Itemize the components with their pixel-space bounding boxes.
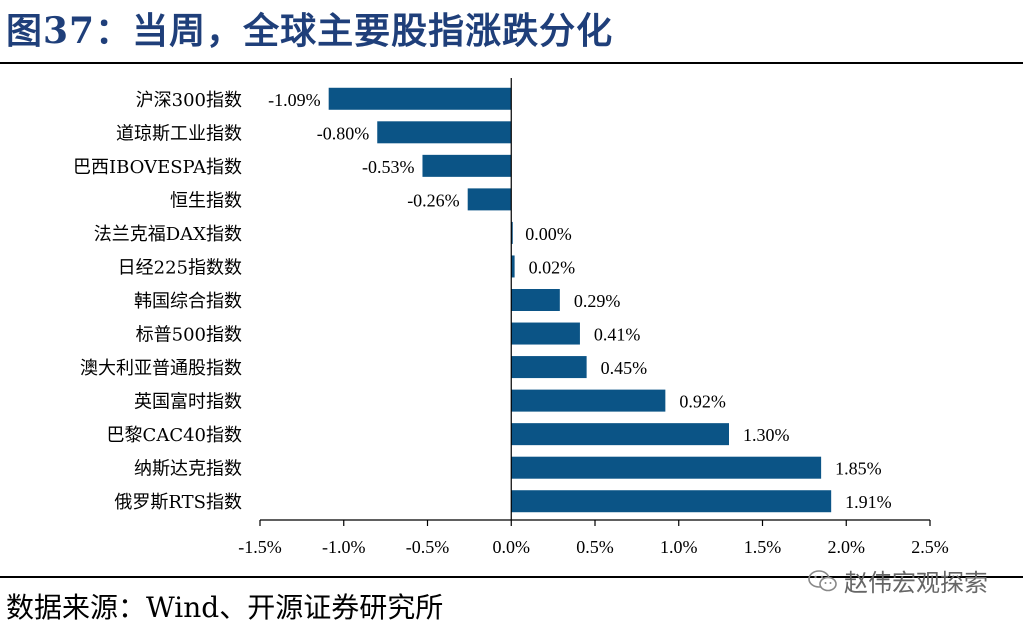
- bar: [328, 87, 512, 110]
- data-label: -0.53%: [362, 157, 415, 177]
- data-label: -0.80%: [317, 123, 370, 143]
- data-label: 0.45%: [601, 358, 648, 378]
- category-label: 法兰克福DAX指数: [94, 224, 242, 245]
- x-tick-label: -1.5%: [238, 537, 282, 557]
- bar: [511, 289, 560, 311]
- data-label: -1.09%: [268, 90, 321, 110]
- category-label: 沪深300指数: [136, 90, 242, 111]
- data-label: 1.85%: [835, 459, 882, 479]
- category-label: 澳大利亚普通股指数: [80, 358, 242, 379]
- x-tick-label: 2.0%: [828, 537, 866, 557]
- x-tick-label: 0.5%: [576, 537, 614, 557]
- x-tick-label: -0.5%: [406, 537, 450, 557]
- x-tick-label: 0.0%: [493, 537, 531, 557]
- category-label: 巴黎CAC40指数: [107, 425, 242, 446]
- watermark: 赵伟宏观探索: [808, 563, 988, 598]
- bar: [377, 121, 512, 144]
- category-label: 俄罗斯RTS指数: [114, 492, 242, 513]
- x-tick-label: 1.5%: [744, 537, 782, 557]
- bar: [511, 255, 515, 278]
- wechat-icon: [808, 569, 837, 591]
- data-label: 0.29%: [574, 291, 621, 311]
- category-label: 英国富时指数: [134, 392, 242, 413]
- bar: [422, 154, 512, 177]
- category-label: 日经225指数数: [118, 257, 242, 278]
- source-note: 数据来源：Wind、开源证券研究所: [6, 591, 444, 624]
- page-title: 图37：当周，全球主要股指涨跌分化: [6, 10, 614, 52]
- x-tick-label: 2.5%: [911, 537, 949, 557]
- data-label: 0.00%: [525, 224, 572, 244]
- x-tick-label: -1.0%: [322, 537, 366, 557]
- data-label: -0.26%: [407, 190, 460, 210]
- data-label: 0.92%: [679, 392, 726, 412]
- category-label: 韩国综合指数: [134, 291, 242, 312]
- category-label: 道琼斯工业指数: [116, 123, 242, 144]
- category-label: 纳斯达克指数: [134, 459, 242, 480]
- bar: [467, 188, 512, 211]
- data-label: 1.91%: [845, 492, 892, 512]
- watermark-text: 赵伟宏观探索: [844, 569, 988, 597]
- bar: [511, 356, 587, 379]
- data-label: 0.02%: [529, 257, 576, 277]
- category-label: 巴西IBOVESPA指数: [73, 157, 242, 178]
- bar: [511, 389, 666, 412]
- bar: [511, 221, 513, 244]
- source-rule: [0, 576, 1023, 578]
- data-label: 0.41%: [594, 325, 641, 345]
- bar: [511, 490, 832, 513]
- x-tick-label: 1.0%: [660, 537, 698, 557]
- bar: [511, 423, 729, 446]
- category-label: 恒生指数: [170, 190, 242, 211]
- bar: [511, 322, 580, 345]
- category-label: 标普500指数: [136, 325, 242, 346]
- bar: [511, 456, 822, 479]
- data-label: 1.30%: [743, 425, 790, 445]
- title-rule: [0, 62, 1023, 64]
